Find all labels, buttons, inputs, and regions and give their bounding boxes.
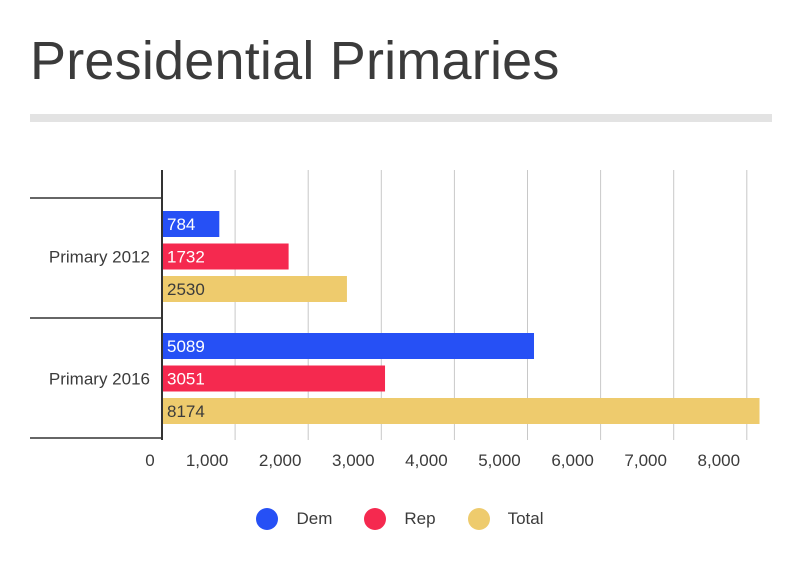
legend-swatch <box>256 508 279 530</box>
legend-item-dem: Dem <box>256 508 332 530</box>
legend-item-rep: Rep <box>364 508 436 530</box>
bar-total <box>162 398 760 424</box>
bar-value-label: 784 <box>167 215 195 234</box>
legend-swatch <box>364 508 387 530</box>
legend-label: Rep <box>404 509 436 528</box>
bar-value-label: 1732 <box>167 248 205 267</box>
bar-value-label: 2530 <box>167 280 205 299</box>
category-label: Primary 2016 <box>49 370 150 389</box>
bar-dem <box>162 333 535 359</box>
x-tick-label: 0 <box>145 451 154 470</box>
title-underline <box>30 114 772 122</box>
bar-value-label: 5089 <box>167 337 205 356</box>
x-tick-label: 1,000 <box>186 451 229 470</box>
x-tick-label: 4,000 <box>405 451 448 470</box>
x-tick-label: 5,000 <box>478 451 521 470</box>
x-tick-label: 6,000 <box>551 451 594 470</box>
category-label: Primary 2012 <box>49 248 150 267</box>
x-tick-label: 8,000 <box>698 451 741 470</box>
bar-value-label: 3051 <box>167 370 205 389</box>
bar-value-label: 8174 <box>167 402 205 421</box>
bar-total <box>162 276 347 302</box>
legend-label: Total <box>507 509 544 528</box>
x-tick-label: 2,000 <box>259 451 302 470</box>
legend: Dem Rep Total <box>0 508 800 530</box>
x-tick-label: 7,000 <box>624 451 667 470</box>
bar-rep <box>162 365 386 392</box>
bar-rep <box>162 243 289 270</box>
chart-title: Presidential Primaries <box>30 31 560 91</box>
bar-dem <box>162 211 220 237</box>
legend-item-total: Total <box>467 508 544 530</box>
x-tick-label: 3,000 <box>332 451 375 470</box>
legend-label: Dem <box>296 509 333 528</box>
legend-swatch <box>467 508 490 530</box>
